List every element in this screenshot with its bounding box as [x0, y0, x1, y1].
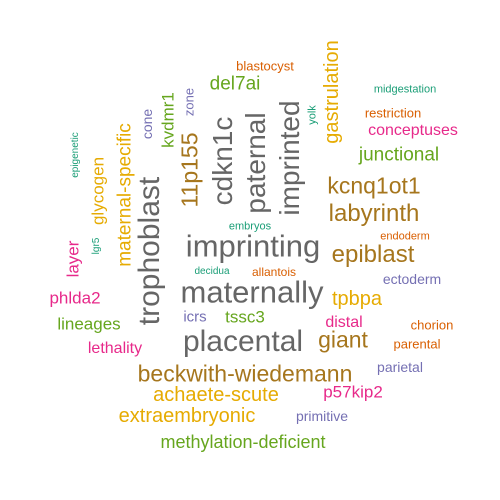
word: cone: [139, 108, 155, 140]
word: beckwith-wiedemann: [137, 360, 353, 387]
word: extraembryonic: [118, 405, 256, 427]
word: glycogen: [88, 156, 108, 226]
word: phlda2: [49, 288, 101, 308]
word: parietal: [377, 359, 423, 375]
word: lgr5: [91, 237, 102, 255]
word: ectoderm: [382, 271, 442, 287]
word: cdkn1c: [207, 116, 238, 206]
word: primitive: [295, 408, 349, 424]
word: tssc3: [225, 307, 265, 327]
word: midgestation: [373, 83, 437, 96]
word: restriction: [364, 105, 422, 121]
word: p57kip2: [323, 382, 383, 402]
word: yolk: [306, 105, 319, 125]
word: conceptuses: [368, 122, 458, 139]
word: epiblast: [331, 241, 415, 268]
word: lethality: [87, 340, 143, 357]
word: giant: [318, 326, 368, 353]
word: paternal: [240, 112, 271, 214]
word: embryos: [228, 220, 272, 233]
word: blastocyst: [236, 58, 294, 74]
word: achaete-scute: [153, 384, 279, 406]
word: decidua: [194, 266, 230, 277]
word: parental: [393, 336, 441, 352]
word: chorion: [410, 317, 454, 333]
word: labyrinth: [328, 200, 420, 227]
word: zone: [181, 87, 197, 117]
word: del7ai: [209, 73, 261, 95]
word: icrs: [183, 308, 207, 326]
word: lineages: [57, 314, 121, 334]
word: epigenetic: [70, 132, 81, 178]
word: methylation-deficient: [160, 432, 326, 452]
word: placental: [182, 325, 304, 358]
word: kcnq1ot1: [327, 172, 421, 199]
word: endoderm: [380, 230, 430, 243]
word: gastrulation: [321, 40, 343, 144]
word: maternally: [180, 274, 324, 310]
word: imprinting: [185, 228, 321, 264]
word: 11p155: [176, 132, 203, 208]
word: maternal-specific: [114, 123, 136, 267]
word: junctional: [358, 144, 440, 166]
word: trophoblast: [133, 176, 166, 326]
word: layer: [63, 240, 83, 278]
word: tpbpa: [331, 288, 383, 310]
word: kvdmr1: [158, 92, 178, 148]
word: imprinted: [274, 100, 305, 216]
word: distal: [325, 314, 363, 331]
word: allantois: [251, 265, 297, 279]
